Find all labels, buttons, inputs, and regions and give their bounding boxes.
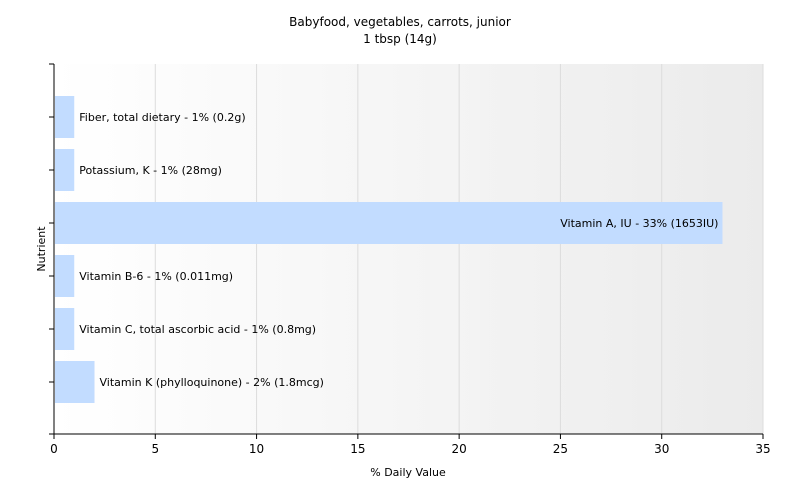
x-tick-label: 30 (654, 442, 669, 456)
x-axis-title: % Daily Value (370, 466, 446, 479)
x-tick-label: 5 (151, 442, 159, 456)
bar (55, 202, 723, 244)
chart-title: Babyfood, vegetables, carrots, junior (289, 15, 511, 29)
bar-data-label: Vitamin B-6 - 1% (0.011mg) (79, 270, 233, 283)
bar (55, 149, 75, 191)
x-tick-label: 10 (249, 442, 264, 456)
plot-area (54, 64, 763, 434)
chart-subtitle: 1 tbsp (14g) (363, 32, 437, 46)
bar-data-label: Vitamin A, IU - 33% (1653IU) (560, 217, 718, 230)
bar-data-label: Potassium, K - 1% (28mg) (79, 164, 222, 177)
bar (55, 96, 75, 138)
bar-data-label: Vitamin K (phylloquinone) - 2% (1.8mcg) (100, 376, 324, 389)
x-tick-label: 35 (755, 442, 770, 456)
x-tick-label: 20 (452, 442, 467, 456)
axis-ticks: 0 5 10 15 20 25 30 35 (49, 63, 771, 456)
bar (55, 308, 75, 350)
y-axis-title: Nutrient (35, 226, 48, 272)
bar-data-label: Fiber, total dietary - 1% (0.2g) (79, 111, 245, 124)
x-tick-label: 0 (50, 442, 58, 456)
gridlines (154, 64, 764, 434)
bar (55, 255, 75, 297)
bar (55, 361, 95, 403)
bar-data-label: Vitamin C, total ascorbic acid - 1% (0.8… (79, 323, 316, 336)
bars: Fiber, total dietary - 1% (0.2g) Potassiu… (55, 96, 723, 403)
x-tick-label: 25 (553, 442, 568, 456)
x-tick-label: 15 (350, 442, 365, 456)
